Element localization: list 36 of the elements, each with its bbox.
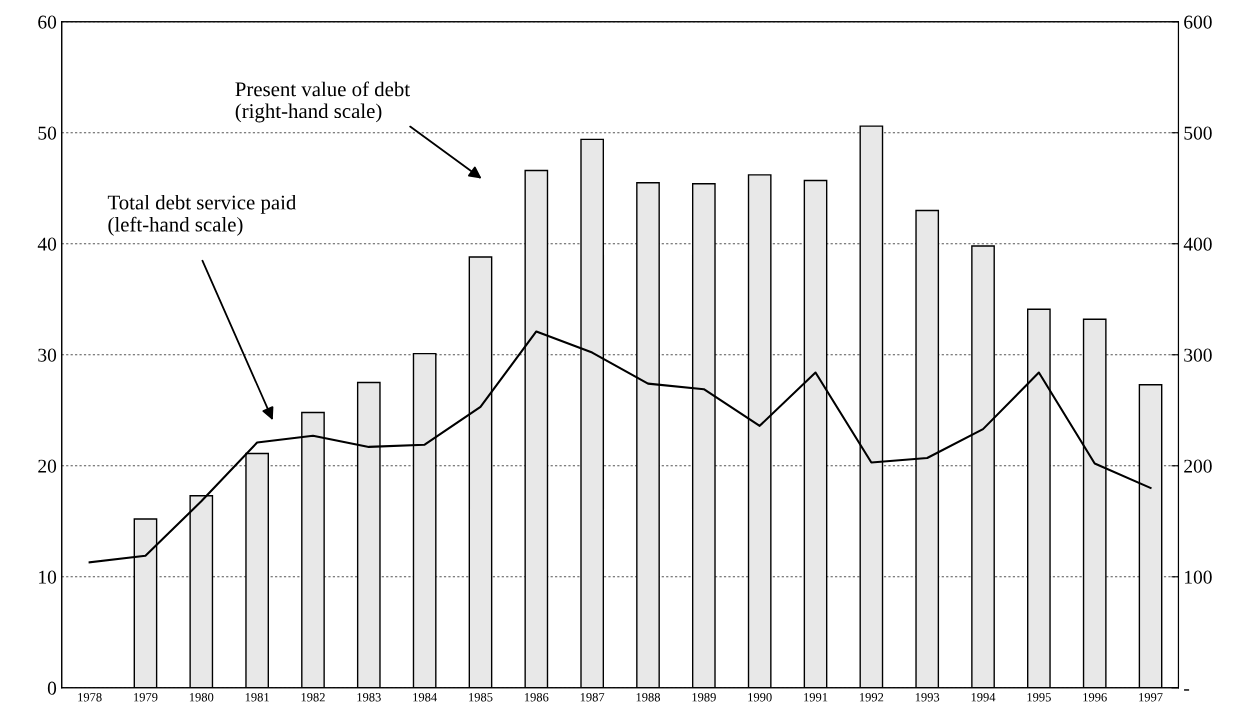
y2-tick-label: 100 xyxy=(1185,570,1212,584)
x-tick-label: 1996 xyxy=(1083,693,1107,702)
x-tick-label: 1995 xyxy=(1027,693,1051,702)
x-tick-label: 1997 xyxy=(1139,693,1163,702)
x-tick-label: 1994 xyxy=(971,693,996,702)
x-tick-label: 1984 xyxy=(413,693,437,702)
x-tick-label: 1990 xyxy=(748,693,772,702)
y-tick-label: 50 xyxy=(38,126,57,140)
y2-tick-label: 500 xyxy=(1184,126,1212,140)
y2-tick-label: 200 xyxy=(1184,459,1212,473)
y-tick-label: 40 xyxy=(37,237,57,251)
x-tick-label: 1981 xyxy=(245,693,269,702)
annotation: Total debt service paid (left-hand scale) xyxy=(107,194,297,236)
x-tick-label: 1980 xyxy=(189,693,214,702)
y-tick-label: 10 xyxy=(39,570,57,584)
y2-tick-label: 600 xyxy=(1184,15,1212,29)
x-tick-label: 1986 xyxy=(524,693,549,702)
annotation: Present value of debt (right-hand scale) xyxy=(235,81,410,123)
x-tick-label: 1987 xyxy=(580,693,605,702)
x-tick-label: 1982 xyxy=(301,693,325,702)
y-tick-label: 30 xyxy=(38,348,57,362)
x-tick-label: 1988 xyxy=(636,693,661,702)
x-tick-label: 1991 xyxy=(804,693,828,702)
x-tick-label: 1983 xyxy=(357,693,381,702)
x-tick-label: 1989 xyxy=(692,693,716,702)
y2-tick-label: 300 xyxy=(1184,348,1212,362)
x-tick-label: 1978 xyxy=(78,693,102,702)
x-tick-label: 1979 xyxy=(134,693,158,702)
y2-tick-label: 400 xyxy=(1183,237,1212,251)
x-tick-label: 1985 xyxy=(469,693,493,702)
x-tick-label: 1992 xyxy=(859,693,884,702)
x-tick-label: 1993 xyxy=(915,693,940,702)
y-tick-label: 60 xyxy=(38,15,57,29)
y2-tick-label: - xyxy=(1184,689,1190,691)
y-tick-label: 20 xyxy=(38,459,57,473)
y-tick-label: 0 xyxy=(47,681,57,695)
